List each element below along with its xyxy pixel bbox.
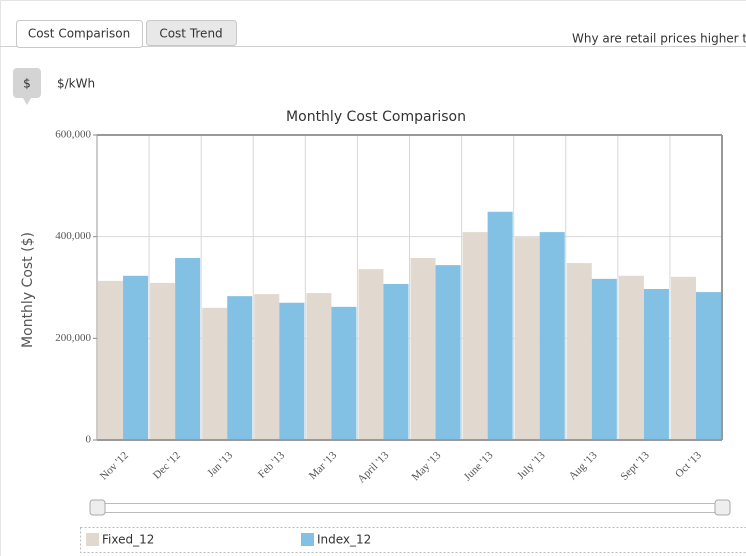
bar <box>150 282 176 440</box>
unit-button[interactable] <box>13 68 41 98</box>
bar <box>306 293 332 440</box>
legend-swatch <box>301 533 314 546</box>
bar <box>331 306 357 440</box>
bar <box>539 232 565 440</box>
bar <box>462 232 488 440</box>
bar <box>227 296 253 440</box>
bar <box>254 294 280 440</box>
bar <box>566 263 592 440</box>
y-axis-title: Monthly Cost ($) <box>20 232 36 348</box>
tab[interactable] <box>146 20 237 46</box>
tab-active[interactable] <box>16 20 143 48</box>
unit-option[interactable]: $/kWh <box>57 77 95 91</box>
bar <box>123 275 149 440</box>
y-tick-label: 400,000 <box>55 230 91 242</box>
slider-handle[interactable] <box>89 499 106 516</box>
legend-box <box>80 527 746 553</box>
bar <box>695 292 721 440</box>
bar <box>98 280 124 440</box>
button-pointer <box>23 98 31 105</box>
bar <box>514 237 540 440</box>
unit-button-label[interactable]: $ <box>23 77 31 91</box>
bar <box>410 258 436 440</box>
bar <box>175 258 201 440</box>
bar <box>487 211 513 440</box>
legend-label: Fixed_12 <box>102 533 154 547</box>
legend-label: Index_12 <box>317 533 371 547</box>
y-tick-label: 200,000 <box>55 332 91 344</box>
bar <box>670 276 696 440</box>
bar <box>591 278 617 440</box>
y-tick-label: 0 <box>86 434 92 446</box>
tab-label[interactable]: Cost Trend <box>159 27 222 41</box>
bar <box>618 275 644 440</box>
bar <box>383 283 409 440</box>
bar <box>643 289 669 440</box>
tab-label[interactable]: Cost Comparison <box>28 27 130 41</box>
bar <box>358 269 384 440</box>
bar <box>279 302 305 440</box>
bar <box>202 307 228 440</box>
chart-title: Monthly Cost Comparison <box>286 109 466 125</box>
help-link[interactable]: Why are retail prices higher th <box>572 32 746 46</box>
bar <box>435 265 461 440</box>
legend-swatch <box>86 533 99 546</box>
slider-handle[interactable] <box>714 499 731 516</box>
y-tick-label: 600,000 <box>55 129 91 141</box>
